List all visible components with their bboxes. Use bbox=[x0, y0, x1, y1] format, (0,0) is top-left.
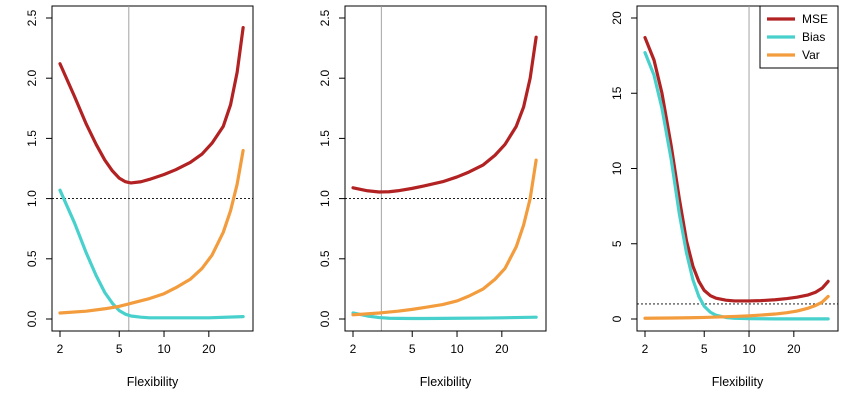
y-tick-label: 20 bbox=[610, 11, 624, 25]
y-tick-label: 1.5 bbox=[318, 130, 332, 147]
legend: MSE Bias Var bbox=[759, 5, 839, 69]
x-axis-title: Flexibility bbox=[127, 375, 179, 389]
series-var-line bbox=[643, 294, 830, 320]
series-var-line bbox=[58, 148, 245, 315]
panel-3: 2 5 10 20 Flexibility 0 5 10 15 20 MSE Bias Var bbox=[610, 5, 839, 389]
y-tick-label: 0.5 bbox=[318, 250, 332, 267]
series-bias-line bbox=[351, 311, 538, 321]
series-bias-line bbox=[58, 188, 245, 320]
plot-frame bbox=[51, 5, 254, 332]
series-bias-line bbox=[643, 51, 830, 321]
x-tick-label: 2 bbox=[642, 342, 649, 356]
x-tick-label: 2 bbox=[350, 342, 357, 356]
series-mse-line bbox=[643, 35, 830, 303]
x-tick-label: 20 bbox=[495, 342, 509, 356]
y-tick-label: 0.0 bbox=[25, 310, 39, 327]
series-mse-line bbox=[58, 26, 245, 185]
y-tick-label: 5 bbox=[610, 240, 624, 247]
y-tick-label: 1.0 bbox=[25, 190, 39, 207]
y-tick-label: 15 bbox=[610, 86, 624, 100]
x-tick-label: 10 bbox=[157, 342, 171, 356]
y-tick-label: 0 bbox=[610, 315, 624, 322]
x-tick-label: 5 bbox=[701, 342, 708, 356]
legend-label-var: Var bbox=[802, 48, 820, 62]
plot-frame bbox=[344, 5, 547, 332]
x-tick-label: 10 bbox=[450, 342, 464, 356]
x-tick-label: 2 bbox=[57, 342, 64, 356]
x-axis-title: Flexibility bbox=[420, 375, 472, 389]
y-tick-label: 10 bbox=[610, 162, 624, 176]
x-tick-label: 20 bbox=[202, 342, 216, 356]
y-tick-label: 0.5 bbox=[25, 250, 39, 267]
legend-label-mse: MSE bbox=[802, 12, 828, 26]
x-tick-label: 5 bbox=[409, 342, 416, 356]
y-tick-label: 1.0 bbox=[318, 190, 332, 207]
panel-2: 2 5 10 20 Flexibility 0.0 0.5 1.0 1.5 2.0 2.5 bbox=[318, 5, 547, 389]
y-tick-label: 2.0 bbox=[318, 70, 332, 87]
legend-label-bias: Bias bbox=[802, 30, 825, 44]
y-tick-label: 1.5 bbox=[25, 130, 39, 147]
y-tick-label: 2.0 bbox=[25, 70, 39, 87]
series-mse-line bbox=[351, 35, 538, 194]
panel-1: 2 5 10 20 Flexibility 0.0 0.5 1.0 1.5 2.0 2.5 bbox=[25, 5, 254, 389]
y-tick-label: 2.5 bbox=[318, 9, 332, 26]
series-var-line bbox=[351, 158, 538, 317]
x-tick-label: 10 bbox=[742, 342, 756, 356]
x-tick-label: 20 bbox=[787, 342, 801, 356]
y-tick-label: 0.0 bbox=[318, 310, 332, 327]
y-tick-label: 2.5 bbox=[25, 9, 39, 26]
x-tick-label: 5 bbox=[116, 342, 123, 356]
x-axis-title: Flexibility bbox=[712, 375, 764, 389]
